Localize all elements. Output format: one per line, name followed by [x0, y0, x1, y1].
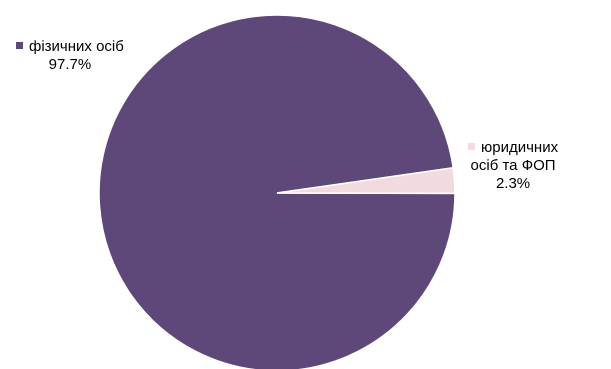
legend-swatch-fizychnykh-osib	[16, 42, 23, 49]
legend-swatch-yurydychnykh-osib	[468, 143, 475, 150]
slice-label-yurydychnykh-osib: юридичних осіб та ФОП 2.3%	[468, 139, 558, 193]
slice-label-text: фізичних осіб	[29, 38, 124, 55]
slice-label-name: юридичних	[468, 139, 558, 157]
slice-value-label: 97.7%	[48, 56, 92, 73]
pie-slice-fizychnykh-osib	[98, 14, 456, 369]
slice-label-text-line2: осіб та ФОП	[470, 157, 556, 174]
pie-slice-yurydychnykh-osib	[276, 166, 456, 195]
slice-label-fizychnykh-osib: фізичних осіб 97.7%	[16, 38, 124, 74]
slice-label-text: юридичних	[481, 139, 559, 156]
slice-label-name: фізичних осіб	[16, 38, 124, 56]
slice-value-label: 2.3%	[495, 175, 531, 192]
